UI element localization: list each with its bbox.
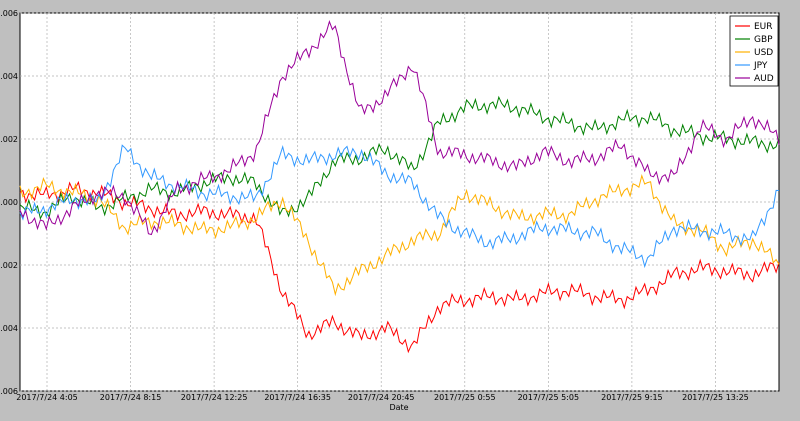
x-tick-label: 2017/7/24 20:45	[348, 393, 415, 402]
legend-label-eur: EUR	[754, 22, 773, 32]
x-tick-label: 2017/7/25 9:15	[601, 393, 663, 402]
x-tick-label: 2017/7/24 16:35	[264, 393, 331, 402]
y-tick-label: 0.004	[0, 72, 18, 81]
x-tick-label: 2017/7/25 0:55	[434, 393, 496, 402]
series-line-gbp	[19, 95, 780, 220]
x-tick-label: 2017/7/24 12:25	[181, 393, 248, 402]
y-tick-label: 0.006	[0, 9, 18, 18]
legend-label-gbp: GBP	[754, 35, 773, 45]
legend-box	[729, 15, 779, 87]
x-tick-label: 2017/7/24 4:05	[16, 393, 78, 402]
x-tick-label: 2017/7/25 13:25	[682, 393, 749, 402]
y-tick-label: -0.006	[0, 387, 18, 396]
y-tick-label: -0.004	[0, 324, 18, 333]
y-tick-label: 0.000	[0, 198, 18, 207]
series-line-aud	[19, 20, 780, 236]
legend-label-aud: AUD	[754, 74, 774, 84]
x-ticks: 2017/7/24 4:05 2017/7/24 8:15 2017/7/24 12…	[16, 393, 749, 402]
x-axis-label: Date	[389, 403, 408, 412]
series-line-usd	[19, 173, 780, 297]
y-ticks: 0.006 0.004 0.002 0.000 -0.002 -0.004 -0.006	[0, 9, 18, 396]
x-tick-label: 2017/7/24 8:15	[100, 393, 162, 402]
legend-label-usd: USD	[754, 48, 773, 58]
series-line-jpy	[19, 144, 780, 269]
y-tick-label: -0.002	[0, 261, 18, 270]
legend: EUR GBP USD JPY AUD	[729, 15, 779, 87]
x-tick-label: 2017/7/25 5:05	[518, 393, 580, 402]
series-group	[19, 20, 780, 354]
series-line-eur	[19, 180, 780, 354]
grid	[20, 12, 779, 392]
legend-label-jpy: JPY	[753, 61, 768, 71]
y-tick-label: 0.002	[0, 135, 18, 144]
